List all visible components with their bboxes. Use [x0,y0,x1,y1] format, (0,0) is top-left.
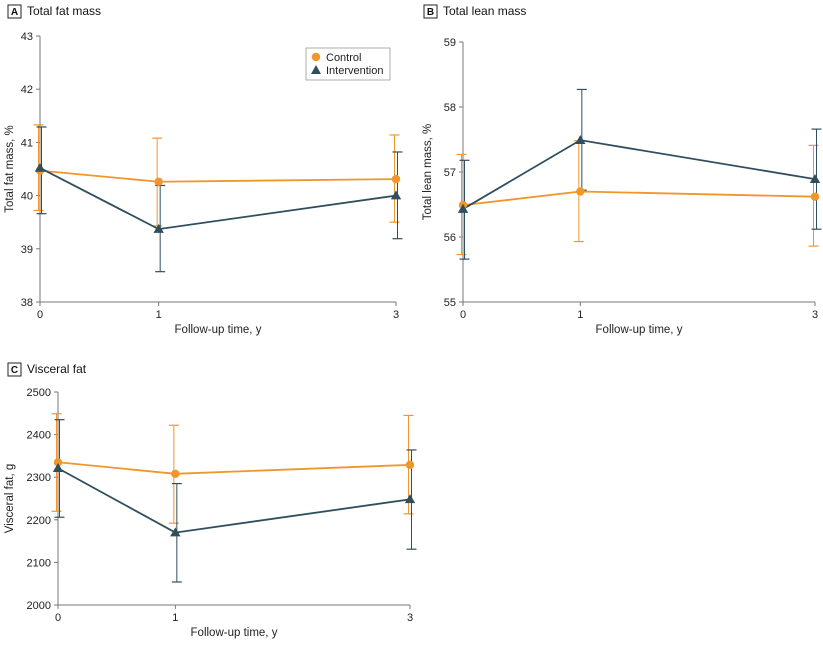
y-tick-label: 42 [21,84,33,96]
x-tick-label: 1 [156,309,162,321]
y-tick-label: 43 [21,31,33,43]
data-point-control [391,174,401,184]
x-tick-label: 3 [393,309,399,321]
y-tick-label: 41 [21,137,33,149]
y-tick-label: 56 [444,232,456,244]
x-tick-label: 1 [172,612,178,624]
y-tick-label: 57 [444,167,456,179]
data-point-control [405,460,415,470]
y-tick-label: 2500 [27,387,51,399]
x-tick-label: 3 [407,612,413,624]
y-tick-label: 2100 [27,557,51,569]
legend-label-control: Control [326,52,361,64]
legend-box [305,47,391,81]
y-tick-label: 38 [21,297,33,309]
series-line-intervention [57,467,411,534]
x-axis-title: Follow-up time, y [175,324,262,336]
data-point-intervention [457,203,469,213]
data-point-control [171,469,180,478]
x-tick-label: 3 [812,309,818,321]
data-point-intervention [390,190,402,200]
y-tick-label: 55 [444,297,456,309]
panel-title: Total fat mass [27,4,101,18]
x-axis-title: Follow-up time, y [596,324,683,336]
data-point-control [576,187,585,196]
panel-title: Visceral fat [27,362,87,376]
x-axis-title: Follow-up time, y [191,627,278,639]
y-tick-label: 2000 [27,600,51,612]
data-point-intervention [404,494,416,504]
data-point-intervention [153,223,164,233]
panel-b: B Total lean mass 55 56 57 58 59 0 1 3 Follow-up t… [422,4,822,336]
panel-a: A Total fat mass 38 39 40 41 42 43 0 1 3 Follow-up … [4,4,403,336]
series-line-control [462,190,816,207]
panel-letter-badge [7,362,22,377]
y-tick-label: 2300 [27,472,51,484]
panel-c: C Visceral fat 2000 2100 2200 2300 2400 2500 0 1 3… [4,362,417,639]
data-point-control [53,458,63,467]
x-tick-label: 0 [37,309,43,321]
x-tick-label: 1 [577,309,583,321]
y-tick-label: 40 [21,191,33,203]
y-axis-title: Total lean mass, % [422,124,434,221]
data-point-control [810,192,820,201]
panel-title: Total lean mass [443,4,526,18]
y-axis-title: Visceral fat, g [4,464,16,533]
data-point-intervention [52,463,64,473]
series-line-intervention [39,167,397,231]
legend-marker-intervention [311,65,321,74]
x-tick-label: 0 [460,309,466,321]
y-tick-label: 58 [444,102,456,114]
panel-letter-badge [7,4,22,19]
y-axis-title: Total fat mass, % [4,125,16,213]
data-point-intervention [575,134,586,144]
y-tick-label: 2200 [27,515,51,527]
legend-label-intervention: Intervention [326,65,383,77]
data-point-intervention [809,173,821,183]
data-point-intervention [170,527,181,537]
y-tick-label: 59 [444,37,456,49]
y-tick-label: 2400 [27,430,51,442]
series-line-control [57,461,411,475]
panel-letter: C [11,365,18,376]
data-point-control [154,177,163,186]
panel-letter: B [427,7,434,18]
panel-letter: A [11,7,18,18]
legend-marker-control [311,52,321,62]
data-point-intervention [34,162,46,172]
x-tick-label: 0 [55,612,61,624]
panel-letter-badge [423,4,438,19]
y-tick-label: 39 [21,244,33,256]
series-line-control [39,169,397,183]
